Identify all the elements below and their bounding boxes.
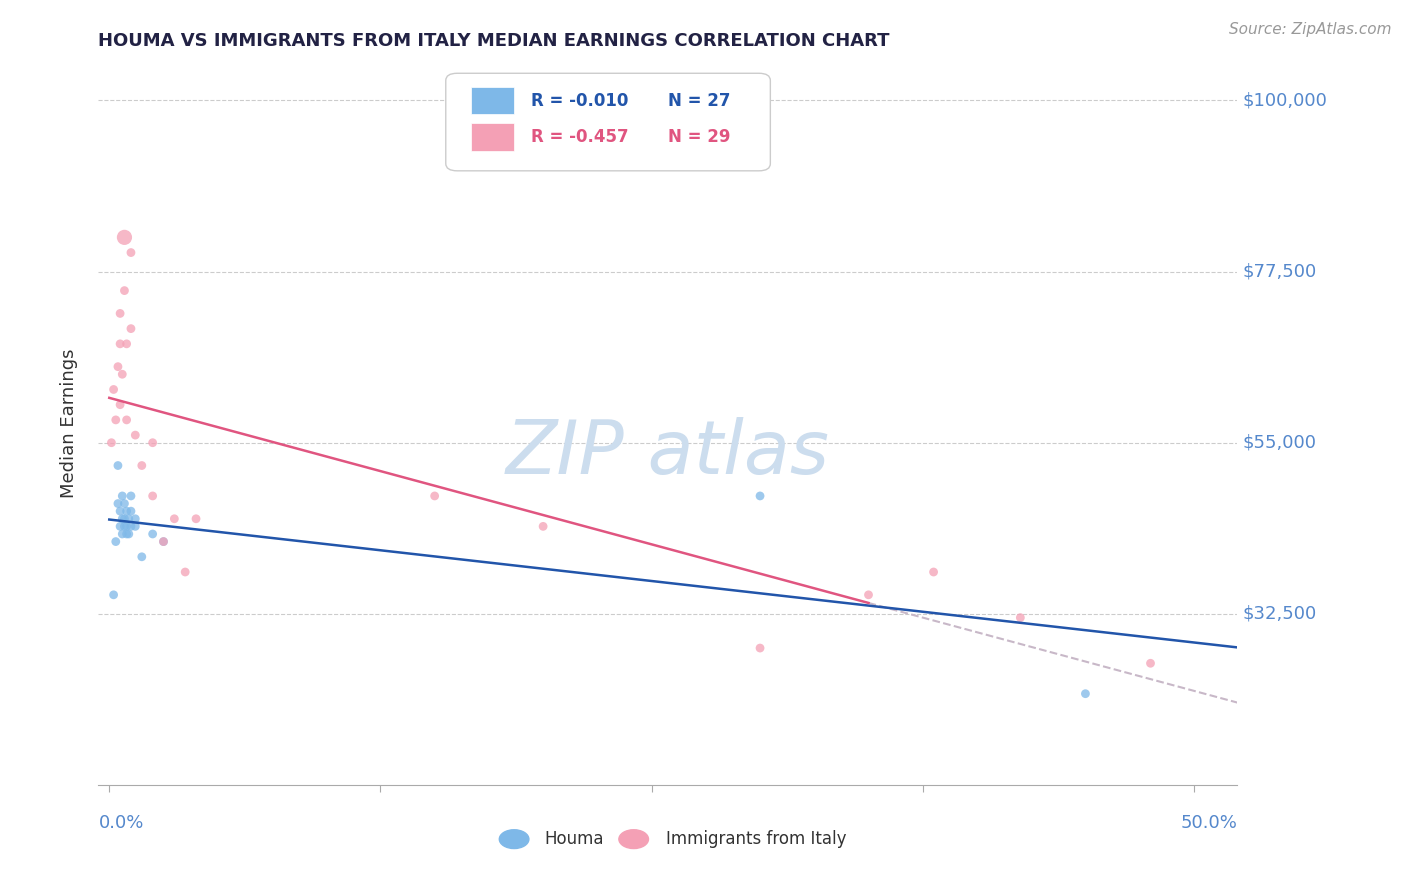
Point [142, 489, 165, 503]
Point [163, 512, 186, 526]
Point [124, 519, 146, 533]
Point [108, 504, 131, 518]
Point [111, 527, 134, 541]
Circle shape [499, 830, 529, 848]
Point [531, 519, 554, 533]
Point [104, 534, 127, 549]
Point [152, 534, 174, 549]
Point [858, 588, 880, 602]
Point [1010, 610, 1032, 624]
Text: 50.0%: 50.0% [1181, 814, 1237, 832]
Text: $55,000: $55,000 [1243, 434, 1317, 451]
Point [115, 504, 138, 518]
Text: HOUMA VS IMMIGRANTS FROM ITALY MEDIAN EARNINGS CORRELATION CHART: HOUMA VS IMMIGRANTS FROM ITALY MEDIAN EA… [98, 32, 890, 50]
Text: $32,500: $32,500 [1243, 605, 1317, 623]
Text: 0.0%: 0.0% [98, 814, 143, 832]
FancyBboxPatch shape [471, 123, 515, 151]
Point [120, 489, 142, 503]
Point [108, 306, 131, 320]
Point [1139, 657, 1161, 671]
Point [142, 435, 165, 450]
Point [120, 519, 142, 533]
Point [184, 512, 207, 526]
Circle shape [619, 830, 648, 848]
Point [114, 519, 136, 533]
Point [118, 512, 141, 526]
Point [124, 428, 146, 442]
Point [107, 458, 129, 473]
Point [108, 398, 131, 412]
Point [115, 519, 138, 533]
Point [100, 435, 122, 450]
Point [108, 519, 131, 533]
Point [108, 336, 131, 351]
Point [114, 512, 136, 526]
Point [114, 497, 136, 511]
Text: R = -0.010: R = -0.010 [531, 92, 628, 110]
Point [131, 458, 153, 473]
Point [749, 641, 772, 656]
Text: ZIP atlas: ZIP atlas [506, 417, 830, 489]
Point [115, 413, 138, 427]
Y-axis label: Median Earnings: Median Earnings [59, 349, 77, 499]
Point [922, 565, 945, 579]
Point [103, 588, 125, 602]
Point [103, 383, 125, 397]
Point [1074, 687, 1097, 701]
Text: $77,500: $77,500 [1243, 262, 1317, 281]
Point [124, 512, 146, 526]
Text: Immigrants from Italy: Immigrants from Italy [665, 830, 846, 848]
FancyBboxPatch shape [446, 73, 770, 171]
Point [152, 534, 174, 549]
Point [115, 336, 138, 351]
Point [107, 359, 129, 374]
Point [120, 504, 142, 518]
Point [111, 512, 134, 526]
Text: R = -0.457: R = -0.457 [531, 128, 628, 146]
Point [107, 497, 129, 511]
Point [131, 549, 153, 564]
Text: Source: ZipAtlas.com: Source: ZipAtlas.com [1229, 22, 1392, 37]
Point [120, 321, 142, 335]
Point [104, 413, 127, 427]
Point [114, 284, 136, 298]
Point [111, 489, 134, 503]
FancyBboxPatch shape [471, 87, 515, 114]
Point [423, 489, 446, 503]
Point [115, 527, 138, 541]
Text: N = 27: N = 27 [668, 92, 730, 110]
Point [111, 368, 134, 382]
Text: $100,000: $100,000 [1243, 92, 1327, 110]
Text: N = 29: N = 29 [668, 128, 730, 146]
Point [118, 527, 141, 541]
Point [142, 527, 165, 541]
Point [174, 565, 197, 579]
Text: Houma: Houma [546, 830, 605, 848]
Point [114, 230, 136, 244]
Point [120, 245, 142, 260]
Point [749, 489, 772, 503]
